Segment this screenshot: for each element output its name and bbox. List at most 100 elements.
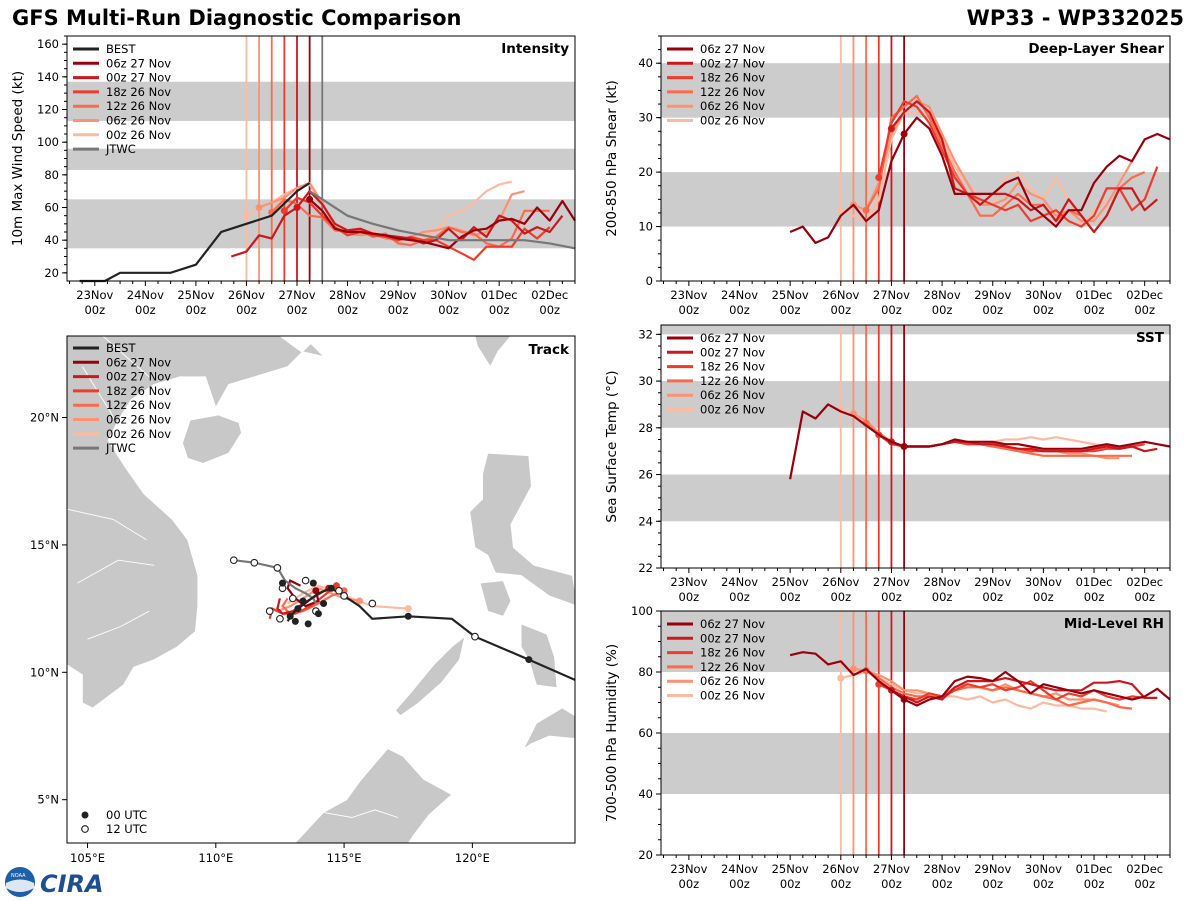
intensity-ytick-label: 80 <box>44 168 59 182</box>
track-legend-label: JTWC <box>105 441 136 455</box>
intensity-init-point <box>242 212 250 220</box>
sst-legend-label: 00z 27 Nov <box>700 345 765 359</box>
track-xtick-label: 120°E <box>455 851 490 865</box>
shear-xtick-label: 27Nov <box>873 288 910 302</box>
rh-init-point <box>900 695 908 703</box>
rh-ytick-label: 40 <box>638 787 653 801</box>
rh-xtick-label: 00z <box>830 877 851 891</box>
sst-xtick-label: 00z <box>1033 590 1054 604</box>
shear-xtick-label: 00z <box>830 303 851 317</box>
rh-band <box>661 733 1170 794</box>
rh-init-point <box>849 665 857 673</box>
shear-xtick-label: 01Dec <box>1076 288 1113 302</box>
intensity-xtick-label: 29Nov <box>380 288 417 302</box>
intensity-xtick-label: 00z <box>186 303 207 317</box>
rh-xtick-label: 00z <box>1134 877 1155 891</box>
sst-band <box>661 381 1170 428</box>
rh-xtick-label: 28Nov <box>924 862 961 876</box>
intensity-init-point <box>306 195 314 203</box>
shear-band <box>661 172 1170 227</box>
rh-xtick-label: 00z <box>679 877 700 891</box>
panel-track: 105°E 110°E 115°E 120°E 5°N 10°N 15°N 20°N Track… <box>30 335 576 865</box>
sst-panel-title: SST <box>1136 330 1165 346</box>
sst-series-line <box>789 403 1171 480</box>
sst-xtick-label: 00z <box>932 590 953 604</box>
track-marker-00utc <box>404 612 412 620</box>
intensity-init-point <box>255 204 263 211</box>
land-polygon <box>479 580 512 617</box>
track-run-start <box>404 605 412 613</box>
shear-xtick-label: 26Nov <box>822 288 859 302</box>
rh-xtick-label: 00z <box>1084 877 1105 891</box>
rh-xtick-label: 00z <box>1033 877 1054 891</box>
shear-xtick-label: 00z <box>679 303 700 317</box>
rh-legend-label: 18z 26 Nov <box>700 646 765 660</box>
intensity-ylabel: 10m Max Wind Speed (kt) <box>10 71 26 246</box>
intensity-xtick-label: 30Nov <box>430 288 467 302</box>
intensity-xtick-label: 23Nov <box>76 288 113 302</box>
rh-legend-label: 06z 27 Nov <box>700 617 765 631</box>
intensity-best-series <box>79 182 311 283</box>
sst-ytick-label: 22 <box>638 561 653 575</box>
intensity-legend-label: 06z 26 Nov <box>106 114 171 128</box>
land-polygon <box>294 748 453 843</box>
intensity-xtick-label: 01Dec <box>481 288 518 302</box>
track-marker-00utc <box>294 605 302 613</box>
shear-series-line <box>890 100 1159 234</box>
border-line <box>77 559 155 584</box>
track-marker-12utc <box>288 594 297 603</box>
track-marker-12utc <box>471 632 479 641</box>
intensity-ytick-label: 120 <box>37 103 59 117</box>
shear-series-line <box>877 100 1159 228</box>
sst-xtick-label: 00z <box>780 590 801 604</box>
intensity-band <box>67 81 575 121</box>
track-legend-label: 06z 26 Nov <box>106 413 171 427</box>
land-polygon <box>469 452 575 606</box>
sst-ytick-label: 28 <box>638 421 653 435</box>
track-ytick-label: 10°N <box>30 665 59 679</box>
rh-ytick-label: 100 <box>631 604 653 618</box>
noaa-wave-icon <box>6 879 34 892</box>
shear-series-line <box>789 116 1171 244</box>
intensity-xtick-label: 02Dec <box>531 288 568 302</box>
rh-legend-label: 00z 27 Nov <box>700 631 765 645</box>
rh-xtick-label: 23Nov <box>670 862 707 876</box>
track-legend-12utc-label: 12 UTC <box>106 822 147 836</box>
intensity-legend-label: 00z 26 Nov <box>106 128 171 142</box>
shear-xtick-label: 00z <box>881 303 902 317</box>
intensity-band <box>67 148 575 170</box>
shear-xtick-label: 00z <box>1033 303 1054 317</box>
land-polygon <box>520 623 558 689</box>
track-ytick-label: 5°N <box>37 793 59 807</box>
sst-ytick-label: 24 <box>638 514 653 528</box>
shear-xtick-label: 00z <box>780 303 801 317</box>
track-run-line <box>281 589 345 615</box>
track-legend-label: BEST <box>106 341 136 355</box>
intensity-xtick-label: 00z <box>236 303 257 317</box>
intensity-xtick-label: 00z <box>388 303 409 317</box>
intensity-jtwc-series <box>309 190 576 250</box>
intensity-legend-label: JTWC <box>105 142 136 156</box>
track-marker-12utc <box>273 563 282 572</box>
rh-ytick-label: 80 <box>638 665 653 679</box>
track-legend-label: 00z 27 Nov <box>106 370 171 384</box>
rh-xtick-label: 24Nov <box>721 862 758 876</box>
intensity-legend-label: BEST <box>106 42 136 56</box>
sst-axes-frame <box>660 324 1171 569</box>
track-xtick-label: 110°E <box>198 851 233 865</box>
rh-band <box>661 611 1170 672</box>
shear-xtick-label: 02Dec <box>1126 288 1163 302</box>
land-polygon <box>67 336 325 709</box>
sst-xtick-label: 28Nov <box>924 575 961 589</box>
track-marker-12utc <box>368 599 377 608</box>
track-marker-00utc <box>320 600 328 608</box>
storm-id-title: WP33 - WP332025 <box>966 6 1184 30</box>
track-marker-12utc <box>276 614 284 623</box>
shear-xtick-label: 30Nov <box>1025 288 1062 302</box>
sst-ytick-label: 30 <box>638 374 653 388</box>
shear-legend-label: 06z 26 Nov <box>700 99 765 113</box>
track-map <box>67 336 575 843</box>
rh-legend-label: 00z 26 Nov <box>700 689 765 703</box>
sst-xtick-label: 30Nov <box>1025 575 1062 589</box>
shear-xtick-label: 28Nov <box>924 288 961 302</box>
